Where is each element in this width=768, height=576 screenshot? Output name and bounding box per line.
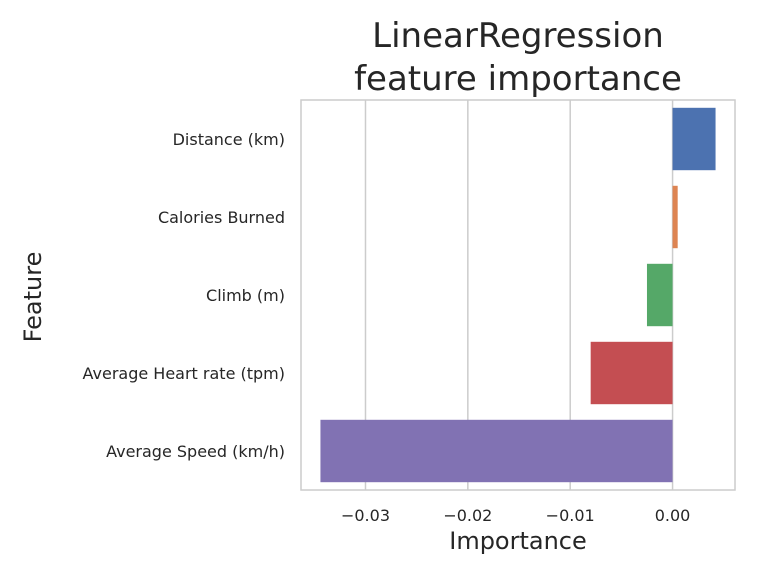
bars (320, 107, 716, 483)
x-tick-label: 0.00 (655, 506, 691, 525)
bar (646, 263, 673, 327)
x-tick-label: −0.02 (443, 506, 492, 525)
bar (672, 107, 716, 171)
y-tick-label: Distance (km) (173, 130, 285, 149)
bar (590, 341, 673, 405)
y-tick-label: Average Heart rate (tpm) (83, 364, 286, 383)
chart-title-line-1: LinearRegression (372, 16, 664, 56)
y-axis-label: Feature (19, 252, 47, 343)
y-tick-label: Calories Burned (158, 208, 285, 227)
y-tick-labels: Distance (km) Calories Burned Climb (m) Ave… (83, 130, 286, 461)
chart-title-line-2: feature importance (354, 59, 682, 99)
bar (672, 185, 678, 249)
y-tick-label: Average Speed (km/h) (106, 442, 285, 461)
x-axis-label: Importance (449, 527, 587, 555)
bar (320, 419, 673, 483)
y-tick-label: Climb (m) (206, 286, 285, 305)
x-tick-label: −0.01 (546, 506, 595, 525)
plot-frame (300, 99, 736, 491)
x-tick-labels: −0.03 −0.02 −0.01 0.00 (341, 506, 690, 525)
x-tick-label: −0.03 (341, 506, 390, 525)
